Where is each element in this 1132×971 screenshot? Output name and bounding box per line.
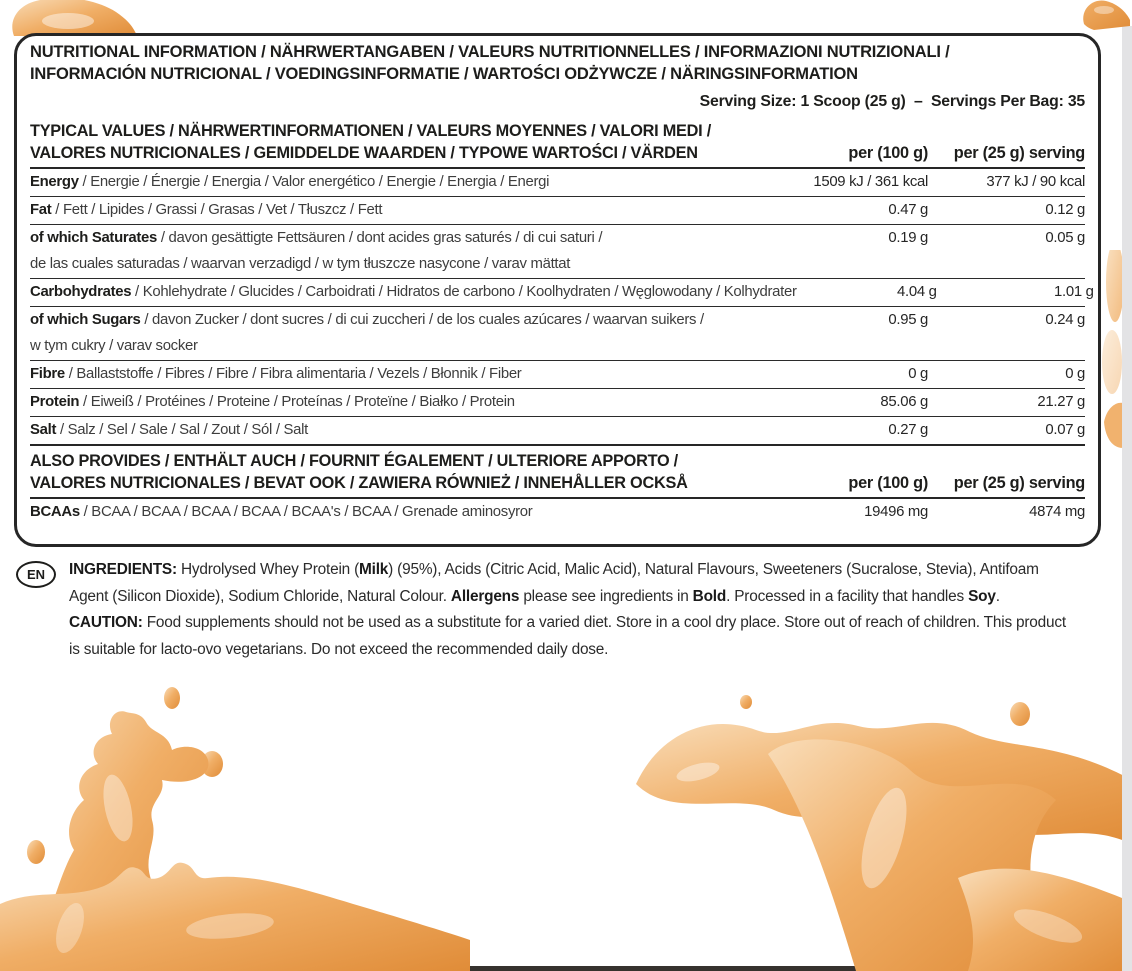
row-label: Carbohydrates / Kohlehydrate / Glucides … xyxy=(30,283,797,300)
value-per-100g: 19496 mg xyxy=(864,503,928,520)
table-row: of which Saturates / davon gesättigte Fe… xyxy=(30,225,1085,279)
table-row: Fibre / Ballaststoffe / Fibres / Fibre /… xyxy=(30,361,1085,389)
value-per-serving: 0 g xyxy=(1065,365,1085,382)
value-per-100g: 0.19 g xyxy=(888,229,928,246)
value-per-100g: 0.27 g xyxy=(888,421,928,438)
row-label: Salt / Salz / Sel / Sale / Sal / Zout / … xyxy=(30,421,308,438)
also-provides-header-line1: ALSO PROVIDES / ENTHÄLT AUCH / FOURNIT É… xyxy=(30,452,678,470)
serving-info: Serving Size: 1 Scoop (25 g) – Servings … xyxy=(699,93,1086,110)
typical-values-header: TYPICAL VALUES / NÄHRWERTINFORMATIONEN /… xyxy=(30,121,1085,169)
column-header-per-100g: per (100 g) xyxy=(848,143,928,162)
value-per-serving: 0.05 g xyxy=(1045,229,1085,246)
row-label: of which Saturates / davon gesättigte Fe… xyxy=(30,229,603,246)
column-header-per-100g: per (100 g) xyxy=(848,473,928,492)
typical-values-header-line1: TYPICAL VALUES / NÄHRWERTINFORMATIONEN /… xyxy=(30,122,711,140)
label-title: NUTRITIONAL INFORMATION / NÄHRWERTANGABE… xyxy=(30,42,1085,85)
value-per-100g: 1509 kJ / 361 kcal xyxy=(813,173,928,190)
value-per-serving: 21.27 g xyxy=(1037,393,1085,410)
value-per-serving: 0.07 g xyxy=(1045,421,1085,438)
row-label-continuation: w tym cukry / varav socker xyxy=(30,337,198,354)
row-label: Fibre / Ballaststoffe / Fibres / Fibre /… xyxy=(30,365,522,382)
label-title-line2: INFORMACIÓN NUTRICIONAL / VOEDINGSINFORM… xyxy=(30,64,858,83)
also-provides-header-line2: VALORES NUTRICIONALES / BEVAT OOK / ZAWI… xyxy=(30,473,688,492)
language-badge: EN xyxy=(16,561,56,588)
also-provides-rows: BCAAs / BCAA / BCAA / BCAA / BCAA / BCAA… xyxy=(30,499,1085,526)
table-row: Salt / Salz / Sel / Sale / Sal / Zout / … xyxy=(30,417,1085,446)
table-row: of which Sugars / davon Zucker / dont su… xyxy=(30,307,1085,361)
value-per-100g: 85.06 g xyxy=(880,393,928,410)
photo-edge-strip xyxy=(1122,26,1132,971)
row-label: of which Sugars / davon Zucker / dont su… xyxy=(30,311,704,328)
ingredients-text: INGREDIENTS: Hydrolysed Whey Protein (Mi… xyxy=(69,557,1077,663)
value-per-100g: 4.04 g xyxy=(897,283,937,300)
value-per-100g: 0 g xyxy=(908,365,928,382)
value-per-serving: 0.12 g xyxy=(1045,201,1085,218)
ingredients-section: EN INGREDIENTS: Hydrolysed Whey Protein … xyxy=(16,557,1111,663)
row-label: Protein / Eiweiß / Protéines / Proteine … xyxy=(30,393,515,410)
ingredients-paragraph: INGREDIENTS: Hydrolysed Whey Protein (Mi… xyxy=(69,561,1039,605)
juice-splash-top-left xyxy=(12,0,137,36)
row-label: Energy / Energie / Énergie / Energia / V… xyxy=(30,173,550,190)
value-per-serving: 377 kJ / 90 kcal xyxy=(986,173,1085,190)
value-per-100g: 0.47 g xyxy=(888,201,928,218)
value-per-100g: 0.95 g xyxy=(888,311,928,328)
column-header-per-serving: per (25 g) serving xyxy=(953,143,1085,162)
table-row: Carbohydrates / Kohlehydrate / Glucides … xyxy=(30,279,1094,307)
juice-splash-top-right xyxy=(1083,0,1130,30)
table-row: Fat / Fett / Lipides / Grassi / Grasas /… xyxy=(30,197,1085,225)
also-provides-header: ALSO PROVIDES / ENTHÄLT AUCH / FOURNIT É… xyxy=(30,451,1085,499)
table-row: Protein / Eiweiß / Protéines / Proteine … xyxy=(30,389,1085,417)
juice-splash-bottom-right xyxy=(636,695,1132,971)
value-per-serving: 1.01 g xyxy=(1054,283,1094,300)
caution-paragraph: CAUTION: Food supplements should not be … xyxy=(69,614,1066,658)
table-row: Energy / Energie / Énergie / Energia / V… xyxy=(30,169,1085,197)
value-per-serving: 0.24 g xyxy=(1045,311,1085,328)
label-title-line1: NUTRITIONAL INFORMATION / NÄHRWERTANGABE… xyxy=(30,43,950,61)
bottom-dark-strip xyxy=(310,966,1004,971)
juice-splash-bottom-left xyxy=(0,687,470,971)
typical-values-rows: Energy / Energie / Énergie / Energia / V… xyxy=(30,169,1094,446)
nutrition-info-box: NUTRITIONAL INFORMATION / NÄHRWERTANGABE… xyxy=(14,33,1101,547)
row-label-continuation: de las cuales saturadas / waarvan verzad… xyxy=(30,255,571,272)
row-label: BCAAs / BCAA / BCAA / BCAA / BCAA / BCAA… xyxy=(30,503,533,520)
table-row: BCAAs / BCAA / BCAA / BCAA / BCAA / BCAA… xyxy=(30,499,1085,526)
value-per-serving: 4874 mg xyxy=(1029,503,1085,520)
column-header-per-serving: per (25 g) serving xyxy=(953,473,1085,492)
row-label: Fat / Fett / Lipides / Grassi / Grasas /… xyxy=(30,201,383,218)
typical-values-header-line2: VALORES NUTRICIONALES / GEMIDDELDE WAARD… xyxy=(30,143,698,162)
